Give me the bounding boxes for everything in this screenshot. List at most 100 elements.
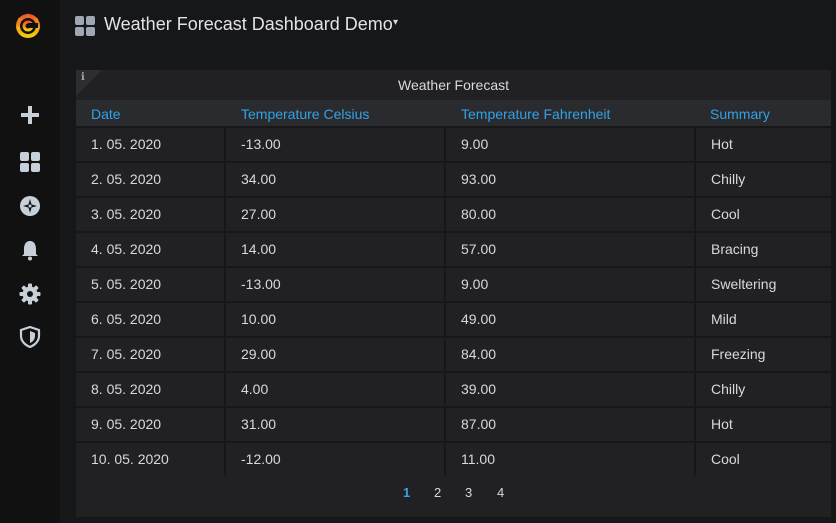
column-divider: [444, 373, 446, 406]
column-divider: [694, 128, 696, 161]
column-divider: [444, 408, 446, 441]
panel-info-corner[interactable]: [76, 70, 102, 96]
cell-date: 7. 05. 2020: [91, 346, 162, 362]
table-row: 7. 05. 2020 29.00 84.00 Freezing: [76, 336, 831, 371]
server-admin-shield-icon[interactable]: [18, 325, 42, 349]
dashboard-grid-icon: [75, 16, 95, 36]
column-divider: [444, 443, 446, 476]
column-divider: [694, 338, 696, 371]
info-icon[interactable]: i: [81, 72, 85, 83]
cell-date: 10. 05. 2020: [91, 451, 169, 467]
table-row: 9. 05. 2020 31.00 87.00 Hot: [76, 406, 831, 441]
column-divider: [224, 338, 226, 371]
cell-temperature-fahrenheit: 93.00: [461, 171, 497, 187]
column-divider: [694, 233, 696, 266]
column-divider: [224, 233, 226, 266]
cell-temperature-fahrenheit: 49.00: [461, 311, 497, 327]
table-row: 10. 05. 2020 -12.00 11.00 Cool: [76, 441, 831, 476]
column-divider: [224, 198, 226, 231]
column-divider: [694, 268, 696, 301]
table-row: 2. 05. 2020 34.00 93.00 Chilly: [76, 161, 831, 196]
column-divider: [694, 443, 696, 476]
cell-summary: Cool: [711, 451, 740, 467]
cell-summary: Bracing: [711, 241, 759, 257]
table-row: 3. 05. 2020 27.00 80.00 Cool: [76, 196, 831, 231]
cell-temperature-celsius: 4.00: [241, 381, 269, 397]
sidebar: [0, 0, 60, 523]
column-divider: [444, 198, 446, 231]
grafana-logo-icon[interactable]: [13, 10, 43, 40]
cell-date: 5. 05. 2020: [91, 276, 162, 292]
cell-summary: Chilly: [711, 171, 746, 187]
cell-temperature-fahrenheit: 57.00: [461, 241, 497, 257]
cell-summary: Cool: [711, 206, 740, 222]
column-divider: [694, 303, 696, 336]
page-3-link[interactable]: 3: [465, 485, 473, 500]
column-divider: [444, 268, 446, 301]
cell-temperature-fahrenheit: 84.00: [461, 346, 497, 362]
cell-summary: Chilly: [711, 381, 746, 397]
cell-temperature-fahrenheit: 87.00: [461, 416, 497, 432]
dashboard-title[interactable]: Weather Forecast Dashboard Demo: [104, 14, 393, 34]
column-header-temperature-celsius[interactable]: Temperature Celsius: [241, 106, 370, 122]
column-divider: [224, 408, 226, 441]
column-divider: [444, 233, 446, 266]
chevron-down-icon[interactable]: ▾: [393, 17, 399, 28]
cell-temperature-fahrenheit: 11.00: [461, 451, 495, 467]
dashboard-header: Weather Forecast Dashboard Demo ▾: [60, 0, 836, 52]
create-plus-icon[interactable]: [18, 103, 42, 127]
table-row: 6. 05. 2020 10.00 49.00 Mild: [76, 301, 831, 336]
column-divider: [444, 303, 446, 336]
table-row: 4. 05. 2020 14.00 57.00 Bracing: [76, 231, 831, 266]
column-divider: [444, 128, 446, 161]
cell-temperature-celsius: 34.00: [241, 171, 277, 187]
explore-compass-icon[interactable]: [18, 194, 42, 218]
column-header-temperature-fahrenheit[interactable]: Temperature Fahrenheit: [461, 106, 611, 122]
column-divider: [224, 163, 226, 196]
dashboards-grid-icon[interactable]: [18, 150, 42, 174]
table-row: 8. 05. 2020 4.00 39.00 Chilly: [76, 371, 831, 406]
cell-temperature-celsius: -13.00: [241, 136, 281, 152]
column-divider: [224, 373, 226, 406]
cell-temperature-celsius: 14.00: [241, 241, 277, 257]
column-divider: [444, 163, 446, 196]
cell-temperature-fahrenheit: 80.00: [461, 206, 497, 222]
column-divider: [224, 443, 226, 476]
cell-temperature-celsius: -12.00: [241, 451, 281, 467]
cell-temperature-celsius: -13.00: [241, 276, 281, 292]
cell-temperature-fahrenheit: 39.00: [461, 381, 497, 397]
table-row: 1. 05. 2020 -13.00 9.00 Hot: [76, 126, 831, 161]
cell-date: 1. 05. 2020: [91, 136, 162, 152]
table-header: Date Temperature Celsius Temperature Fah…: [76, 100, 831, 126]
cell-temperature-fahrenheit: 9.00: [461, 136, 489, 152]
column-divider: [694, 408, 696, 441]
column-header-summary[interactable]: Summary: [710, 106, 770, 122]
page-1-link[interactable]: 1: [403, 485, 411, 500]
cell-date: 9. 05. 2020: [91, 416, 162, 432]
panel-title[interactable]: Weather Forecast: [397, 77, 509, 93]
cell-summary: Hot: [711, 136, 733, 152]
cell-summary: Freezing: [711, 346, 766, 362]
column-divider: [694, 198, 696, 231]
cell-temperature-fahrenheit: 9.00: [461, 276, 489, 292]
cell-temperature-celsius: 27.00: [241, 206, 277, 222]
cell-date: 3. 05. 2020: [91, 206, 162, 222]
column-divider: [444, 338, 446, 371]
weather-forecast-panel: i Weather Forecast Date Temperature Cels…: [76, 70, 831, 517]
cell-temperature-celsius: 10.00: [241, 311, 277, 327]
cell-temperature-celsius: 29.00: [241, 346, 277, 362]
cell-date: 8. 05. 2020: [91, 381, 162, 397]
column-divider: [224, 303, 226, 336]
cell-summary: Hot: [711, 416, 733, 432]
page-4-link[interactable]: 4: [497, 485, 505, 500]
column-divider: [694, 163, 696, 196]
column-divider: [694, 373, 696, 406]
column-header-date[interactable]: Date: [91, 106, 121, 122]
alerting-bell-icon[interactable]: [18, 238, 42, 262]
page-2-link[interactable]: 2: [434, 485, 442, 500]
cell-temperature-celsius: 31.00: [241, 416, 277, 432]
column-divider: [224, 268, 226, 301]
configuration-gear-icon[interactable]: [18, 282, 42, 306]
column-divider: [224, 128, 226, 161]
table-row: 5. 05. 2020 -13.00 9.00 Sweltering: [76, 266, 831, 301]
